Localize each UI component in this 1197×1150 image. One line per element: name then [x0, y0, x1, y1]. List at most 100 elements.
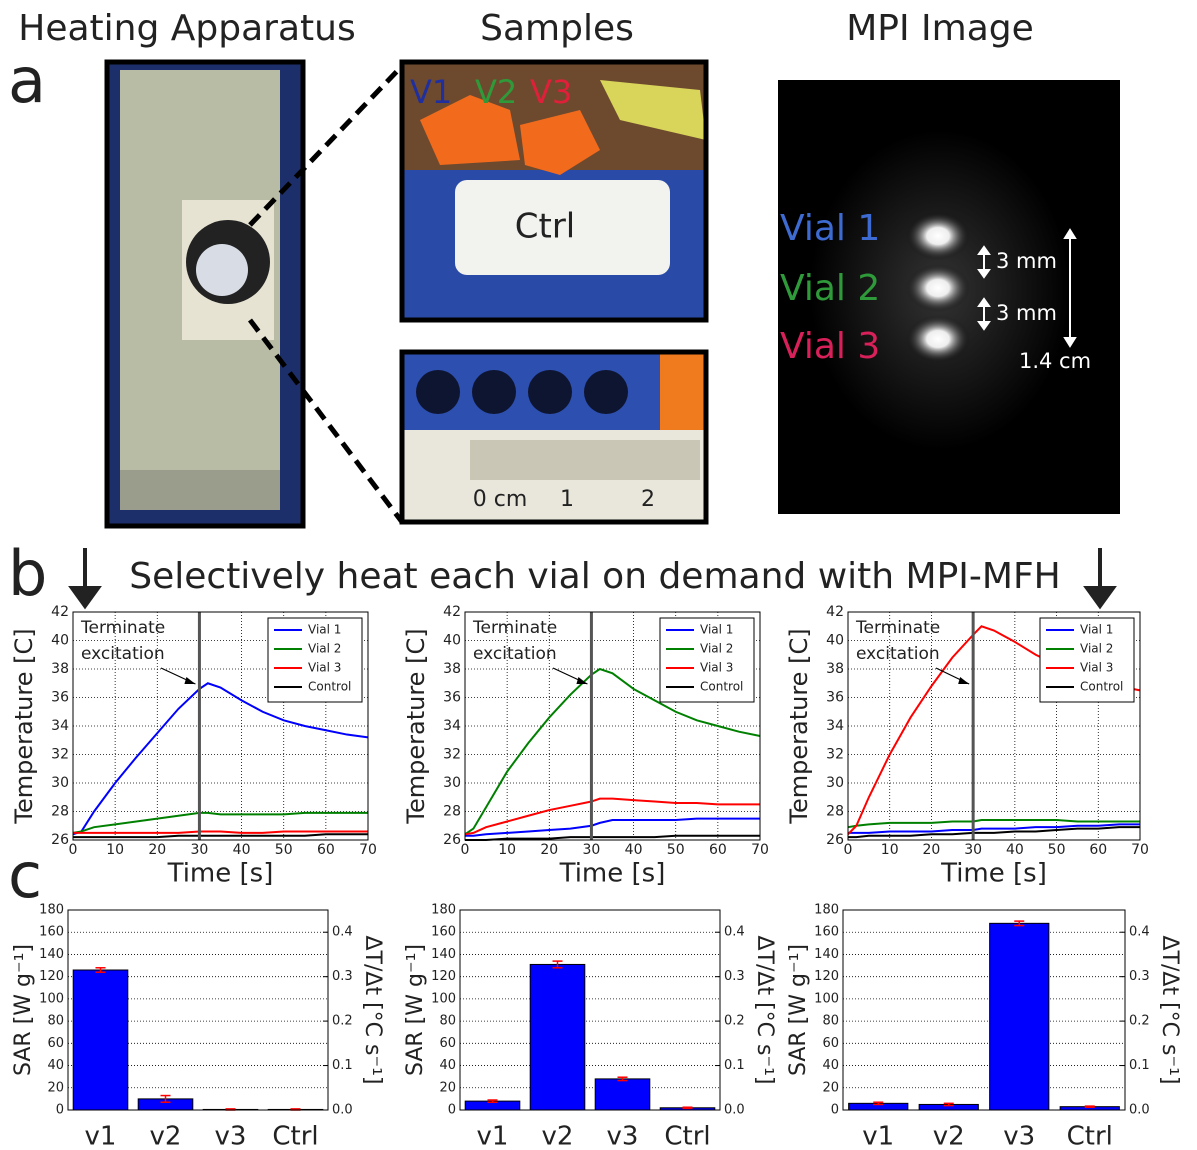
ruler-label: 1 — [560, 487, 574, 512]
legend-label: Control — [700, 680, 743, 694]
x-tick-label: 70 — [1131, 842, 1149, 858]
spacing-label: 3 mm — [996, 301, 1057, 325]
y-tick-label: 180 — [39, 903, 64, 918]
y-tick-label: 42 — [51, 604, 69, 620]
y-tick-label: 60 — [822, 1036, 839, 1051]
y-tick-label: 36 — [826, 690, 844, 706]
y-tick-label: 80 — [439, 1014, 456, 1029]
series-line — [848, 826, 1140, 839]
y-tick-label: 180 — [814, 903, 839, 918]
x-tick-label: v2 — [933, 1122, 965, 1150]
ruler-photo — [399, 349, 709, 525]
legend-label: Control — [308, 680, 351, 694]
y-axis-label: Temperature [C] — [402, 628, 430, 824]
x-axis-label: Time [s] — [167, 859, 274, 889]
x-tick-label: v3 — [1003, 1122, 1035, 1150]
x-tick-label: v1 — [85, 1122, 117, 1150]
y-tick-label: 60 — [47, 1036, 64, 1051]
x-tick-label: 60 — [709, 842, 727, 858]
y2-tick-label: 0.2 — [332, 1014, 353, 1029]
y2-tick-label: 0.4 — [332, 925, 353, 940]
annotation: excitation — [81, 644, 165, 664]
y-tick-label: 140 — [39, 947, 64, 962]
y2-axis-label: ΔT/Δt [°C s⁻¹] — [360, 936, 385, 1085]
y-tick-label: 20 — [439, 1080, 456, 1095]
annotation: excitation — [473, 644, 557, 664]
legend-label: Vial 1 — [308, 623, 341, 637]
x-tick-label: Ctrl — [272, 1122, 318, 1150]
y-tick-label: 38 — [826, 661, 844, 677]
x-tick-label: 60 — [1089, 842, 1107, 858]
y2-tick-label: 0.2 — [724, 1014, 745, 1029]
bar — [594, 1078, 651, 1111]
y-tick-label: 100 — [814, 991, 839, 1006]
x-tick-label: v3 — [215, 1122, 247, 1150]
banner-arrow — [68, 548, 1117, 610]
x-tick-label: 60 — [317, 842, 335, 858]
y-tick-label: 120 — [814, 969, 839, 984]
mpi-image — [778, 80, 1120, 514]
x-tick-label: v1 — [862, 1122, 894, 1150]
y-tick-label: 140 — [431, 947, 456, 962]
y-tick-label: 28 — [51, 804, 69, 820]
zoom-line — [248, 318, 404, 524]
plot-frame — [72, 611, 369, 841]
y-tick-label: 20 — [47, 1080, 64, 1095]
annotation-arrowhead — [184, 677, 196, 684]
annotation: Terminate — [855, 618, 940, 638]
y2-tick-label: 0.4 — [724, 925, 745, 940]
annotation: excitation — [856, 644, 940, 664]
y-tick-label: 28 — [826, 804, 844, 820]
y2-tick-label: 0.4 — [1129, 925, 1150, 940]
banner: Selectively heat each vial on demand wit… — [129, 556, 1060, 597]
annotation-arrowhead — [958, 677, 970, 684]
plot-frame — [847, 611, 1141, 841]
series-line — [72, 682, 369, 836]
series-line — [464, 667, 761, 836]
legend-label: Vial 2 — [308, 642, 341, 656]
y2-tick-label: 0.1 — [1129, 1058, 1150, 1073]
x-tick-label: 40 — [1006, 842, 1024, 858]
mpi-label: Vial 2 — [780, 268, 880, 309]
x-tick-label: 20 — [540, 842, 558, 858]
x-tick-label: 0 — [844, 842, 853, 858]
y-tick-label: 34 — [443, 718, 461, 734]
legend-label: Vial 3 — [308, 661, 341, 675]
mpi-label: Vial 1 — [780, 208, 880, 249]
y2-tick-label: 0.0 — [332, 1103, 353, 1118]
x-tick-label: 50 — [1048, 842, 1066, 858]
y2-axis-label: ΔT/Δt [°C s⁻¹] — [752, 936, 777, 1085]
x-tick-label: 20 — [148, 842, 166, 858]
y-axis-label: SAR [W g⁻¹] — [11, 944, 36, 1076]
ctrl-label: Ctrl — [515, 207, 576, 247]
x-tick-label: 10 — [881, 842, 899, 858]
header: Samples — [480, 8, 634, 49]
y-tick-label: 42 — [443, 604, 461, 620]
y2-axis-label: ΔT/Δt [°C s⁻¹] — [1157, 936, 1182, 1085]
y-tick-label: 180 — [431, 903, 456, 918]
y-tick-label: 32 — [51, 747, 69, 763]
x-tick-label: 30 — [583, 842, 601, 858]
x-tick-label: Ctrl — [664, 1122, 710, 1150]
y-tick-label: 80 — [822, 1014, 839, 1029]
y-tick-label: 36 — [443, 690, 461, 706]
y-tick-label: 100 — [431, 991, 456, 1006]
y-tick-label: 100 — [39, 991, 64, 1006]
y-tick-label: 160 — [431, 925, 456, 940]
y-axis-label: Temperature [C] — [10, 628, 38, 824]
annotation: Terminate — [80, 618, 165, 638]
y-tick-label: 140 — [814, 947, 839, 962]
y-tick-label: 0 — [448, 1103, 456, 1118]
y-tick-label: 160 — [39, 925, 64, 940]
y2-tick-label: 0.0 — [724, 1103, 745, 1118]
panel-label: c — [8, 839, 42, 912]
y-tick-label: 26 — [826, 832, 844, 848]
x-tick-label: 30 — [964, 842, 982, 858]
y-tick-label: 30 — [443, 775, 461, 791]
legend-label: Vial 3 — [700, 661, 733, 675]
y2-tick-label: 0.3 — [724, 969, 745, 984]
y-tick-label: 120 — [431, 969, 456, 984]
y-tick-label: 30 — [826, 775, 844, 791]
y-tick-label: 20 — [822, 1080, 839, 1095]
